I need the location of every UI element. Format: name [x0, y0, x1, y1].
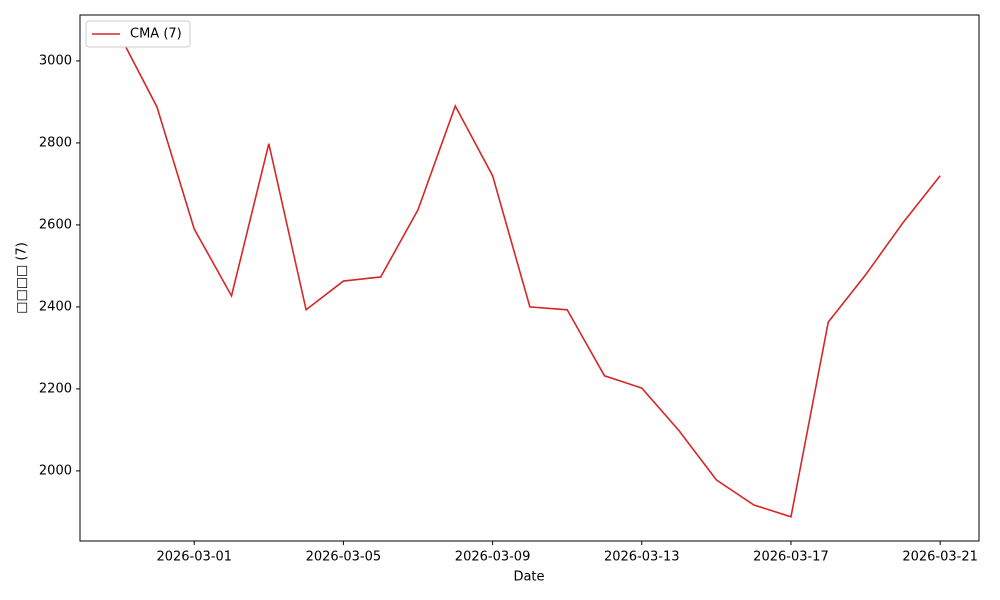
legend-label: CMA (7) [130, 27, 182, 42]
x-tick-label: 2026-03-13 [604, 550, 680, 565]
legend-box [85, 20, 191, 48]
x-tick-label: 2026-03-05 [306, 550, 382, 565]
x-tick-label: 2026-03-01 [156, 550, 232, 565]
x-tick-label: 2026-03-17 [753, 550, 829, 565]
line [118, 34, 941, 518]
x-axis-label: Date [513, 570, 544, 585]
plot-frame [79, 14, 980, 542]
y-tick-label: 2400 [39, 299, 72, 314]
y-tick-label: 2800 [39, 135, 72, 150]
x-tick-label: 2026-03-21 [902, 550, 978, 565]
y-tick-label: 2200 [39, 381, 72, 396]
y-tick-label: 2000 [39, 463, 72, 478]
y-axis-label: □□□□ (7) [15, 242, 30, 314]
y-tick-label: 3000 [39, 53, 72, 68]
y-tick-label: 2600 [39, 217, 72, 232]
x-tick-label: 2026-03-09 [455, 550, 531, 565]
